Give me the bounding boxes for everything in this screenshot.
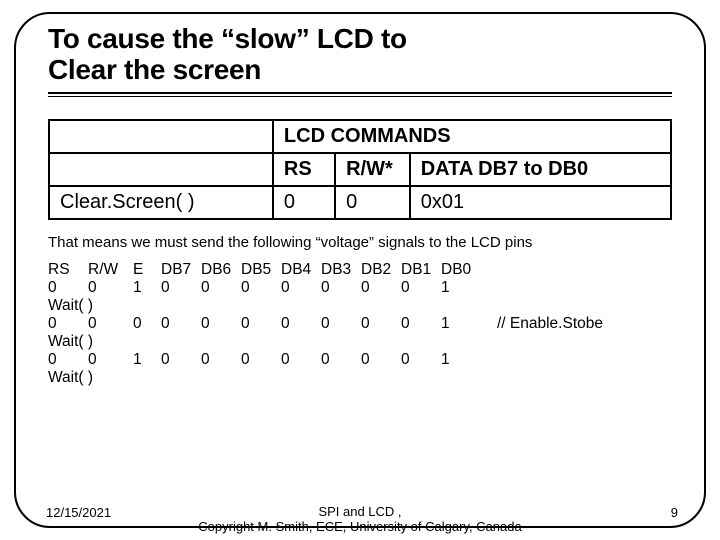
sig-cell: 0 xyxy=(321,351,361,369)
empty-cell xyxy=(49,153,273,186)
sig-cell: 0 xyxy=(401,279,441,297)
sig-col: DB7 xyxy=(161,261,201,279)
col-header: RS xyxy=(273,153,335,186)
sig-cell: 0 xyxy=(241,315,281,333)
sig-cell: 0 xyxy=(321,315,361,333)
sig-cell: 0 xyxy=(201,279,241,297)
sig-col: DB3 xyxy=(321,261,361,279)
row-comment: // Enable.Stobe xyxy=(481,315,603,333)
sig-cell: 0 xyxy=(321,279,361,297)
value-cell: 0x01 xyxy=(410,186,671,219)
sig-cell: 1 xyxy=(441,279,481,297)
table-header-span: LCD COMMANDS xyxy=(273,120,671,153)
sig-cell: 0 xyxy=(401,351,441,369)
lcd-command-table: LCD COMMANDS RS R/W* DATA DB7 to DB0 Cle… xyxy=(48,119,672,220)
value-cell: 0 xyxy=(273,186,335,219)
sig-cell: 0 xyxy=(161,315,201,333)
sig-cell: 0 xyxy=(241,279,281,297)
sig-cell: 0 xyxy=(88,279,133,297)
sig-col: DB4 xyxy=(281,261,321,279)
sig-cell: 0 xyxy=(281,315,321,333)
value-cell: 0 xyxy=(335,186,410,219)
sig-cell: 0 xyxy=(281,351,321,369)
col-header: R/W* xyxy=(335,153,410,186)
sig-cell: 1 xyxy=(133,351,161,369)
sig-cell: 0 xyxy=(361,279,401,297)
signal-rows: 00100000001Wait( )00000000001// Enable.S… xyxy=(48,279,672,387)
sig-cell: 0 xyxy=(161,351,201,369)
table-row: RS R/W* DATA DB7 to DB0 xyxy=(49,153,671,186)
table-row: LCD COMMANDS xyxy=(49,120,671,153)
title-line-1: To cause the “slow” LCD to xyxy=(48,24,672,55)
sig-col: E xyxy=(133,261,161,279)
sig-cell: 0 xyxy=(201,315,241,333)
sig-col: DB2 xyxy=(361,261,401,279)
sig-cell: 0 xyxy=(48,351,88,369)
sig-cell: 0 xyxy=(281,279,321,297)
sig-cell: 0 xyxy=(48,315,88,333)
sig-cell: 0 xyxy=(133,315,161,333)
sig-cell: 0 xyxy=(48,279,88,297)
signal-row: 00100000001 xyxy=(48,351,672,369)
sig-col: DB1 xyxy=(401,261,441,279)
sig-cell: 0 xyxy=(201,351,241,369)
signal-header-row: RS R/W E DB7 DB6 DB5 DB4 DB3 DB2 DB1 DB0 xyxy=(48,261,672,279)
sig-col: RS xyxy=(48,261,88,279)
sig-cell: 1 xyxy=(133,279,161,297)
sig-col: DB5 xyxy=(241,261,281,279)
slide-title: To cause the “slow” LCD to Clear the scr… xyxy=(48,24,672,86)
sig-cell: 0 xyxy=(401,315,441,333)
wait-call: Wait( ) xyxy=(48,333,672,351)
title-rule-heavy xyxy=(48,92,672,94)
wait-call: Wait( ) xyxy=(48,369,672,387)
empty-cell xyxy=(49,120,273,153)
table-row: Clear.Screen( ) 0 0 0x01 xyxy=(49,186,671,219)
sig-cell: 0 xyxy=(241,351,281,369)
sig-cell: 1 xyxy=(441,351,481,369)
sig-col: DB0 xyxy=(441,261,481,279)
sig-col: DB6 xyxy=(201,261,241,279)
footer-page-number: 9 xyxy=(671,505,678,520)
sig-cell: 0 xyxy=(361,351,401,369)
footer-mid-line2: Copyright M. Smith, ECE, University of C… xyxy=(0,519,720,534)
function-name: Clear.Screen( ) xyxy=(49,186,273,219)
signal-row: 00000000001// Enable.Stobe xyxy=(48,315,672,333)
title-rule-light xyxy=(48,96,672,97)
sig-col: R/W xyxy=(88,261,133,279)
sig-cell: 0 xyxy=(88,315,133,333)
footer-mid-line1: SPI and LCD , xyxy=(0,504,720,519)
col-header: DATA DB7 to DB0 xyxy=(410,153,671,186)
sig-cell: 1 xyxy=(441,315,481,333)
sig-cell: 0 xyxy=(361,315,401,333)
footer-center: SPI and LCD , Copyright M. Smith, ECE, U… xyxy=(0,504,720,534)
signal-row: 00100000001 xyxy=(48,279,672,297)
explanation-text: That means we must send the following “v… xyxy=(48,234,672,251)
slide-content: To cause the “slow” LCD to Clear the scr… xyxy=(48,24,672,516)
title-line-2: Clear the screen xyxy=(48,55,672,86)
wait-call: Wait( ) xyxy=(48,297,672,315)
sig-cell: 0 xyxy=(161,279,201,297)
sig-cell: 0 xyxy=(88,351,133,369)
